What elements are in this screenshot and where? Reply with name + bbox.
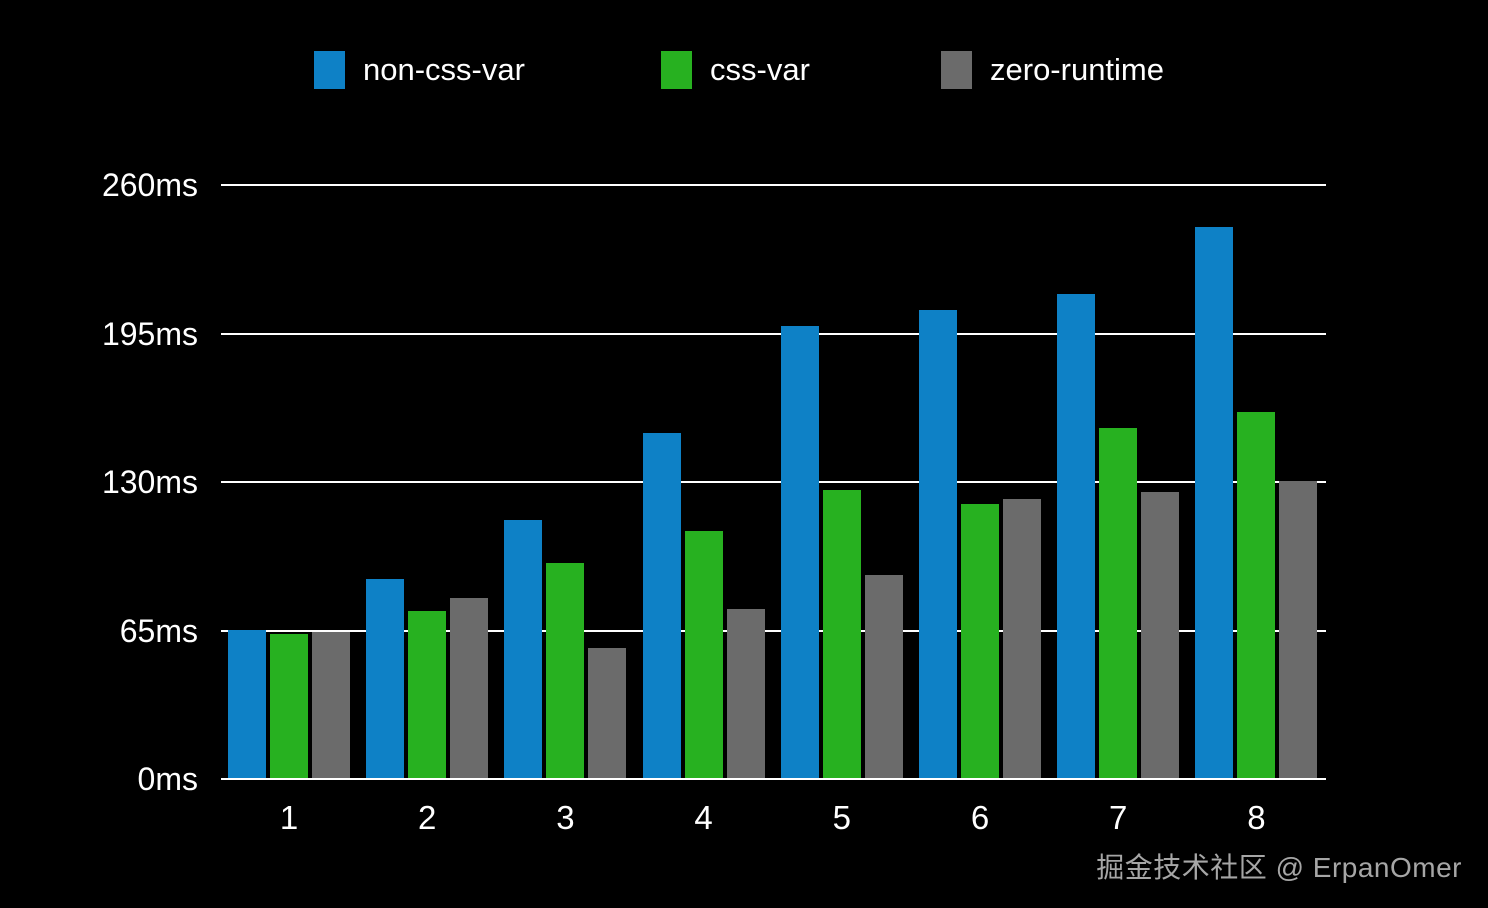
y-tick-label: 0ms: [137, 761, 198, 797]
bar-zero-runtime-3: [588, 647, 627, 778]
bar-zero-runtime-4: [726, 608, 765, 778]
bar-css-var-3: [546, 563, 585, 778]
legend-item-css-var: css-var: [661, 48, 810, 92]
legend-swatch-icon: [661, 51, 692, 89]
legend-swatch-icon: [941, 51, 972, 89]
gridline-65ms: [221, 629, 1326, 632]
y-tick-label: 130ms: [101, 464, 198, 500]
y-tick-label: 260ms: [101, 167, 198, 203]
y-tick-label: 65ms: [119, 612, 198, 649]
bar-css-var-1: [270, 634, 308, 778]
legend-label: css-var: [710, 52, 810, 87]
gridline-260ms: [221, 184, 1326, 186]
plot-area: [221, 184, 1326, 780]
bar-zero-runtime-2: [450, 597, 489, 778]
gridline-130ms: [221, 481, 1326, 483]
watermark: 掘金技术社区 @ ErpanOmer: [1096, 852, 1462, 883]
bar-non-css-var-5: [780, 325, 819, 778]
x-tick-label: 2: [418, 799, 437, 836]
bar-non-css-var-4: [642, 433, 681, 778]
bar-css-var-6: [961, 503, 999, 778]
x-tick-label: 4: [694, 799, 713, 836]
x-tick-label: 7: [1109, 799, 1128, 836]
legend-label: zero-runtime: [990, 52, 1164, 87]
bar-non-css-var-7: [1057, 293, 1096, 778]
legend-swatch-icon: [314, 51, 345, 89]
x-tick-label: 8: [1247, 799, 1266, 836]
bar-css-var-7: [1099, 428, 1138, 778]
bar-zero-runtime-5: [864, 574, 903, 778]
legend: non-css-var css-var zero-runtime: [0, 48, 1488, 92]
bar-non-css-var-3: [504, 519, 543, 778]
y-tick-label: 195ms: [101, 315, 198, 352]
x-tick-label: 3: [556, 799, 575, 836]
legend-item-zero-runtime: zero-runtime: [941, 48, 1164, 92]
bar-css-var-4: [684, 531, 723, 778]
bar-zero-runtime-6: [1003, 499, 1041, 778]
bar-non-css-var-2: [366, 579, 405, 778]
x-tick-label: 5: [832, 799, 851, 836]
x-tick-label: 6: [970, 799, 990, 836]
bar-non-css-var-8: [1195, 227, 1234, 778]
bar-css-var-8: [1237, 412, 1276, 778]
legend-item-non-css-var: non-css-var: [314, 48, 525, 92]
bar-zero-runtime-8: [1279, 481, 1318, 778]
x-tick-label: 1: [279, 799, 299, 836]
bar-css-var-2: [408, 611, 447, 778]
bar-non-css-var-6: [919, 309, 957, 778]
legend-label: non-css-var: [363, 52, 525, 87]
gridline-195ms: [221, 332, 1326, 335]
bar-css-var-5: [822, 490, 861, 778]
bar-zero-runtime-1: [312, 631, 350, 778]
bar-non-css-var-1: [228, 629, 266, 778]
x-axis-baseline: [221, 778, 1326, 780]
bar-zero-runtime-7: [1141, 492, 1180, 778]
